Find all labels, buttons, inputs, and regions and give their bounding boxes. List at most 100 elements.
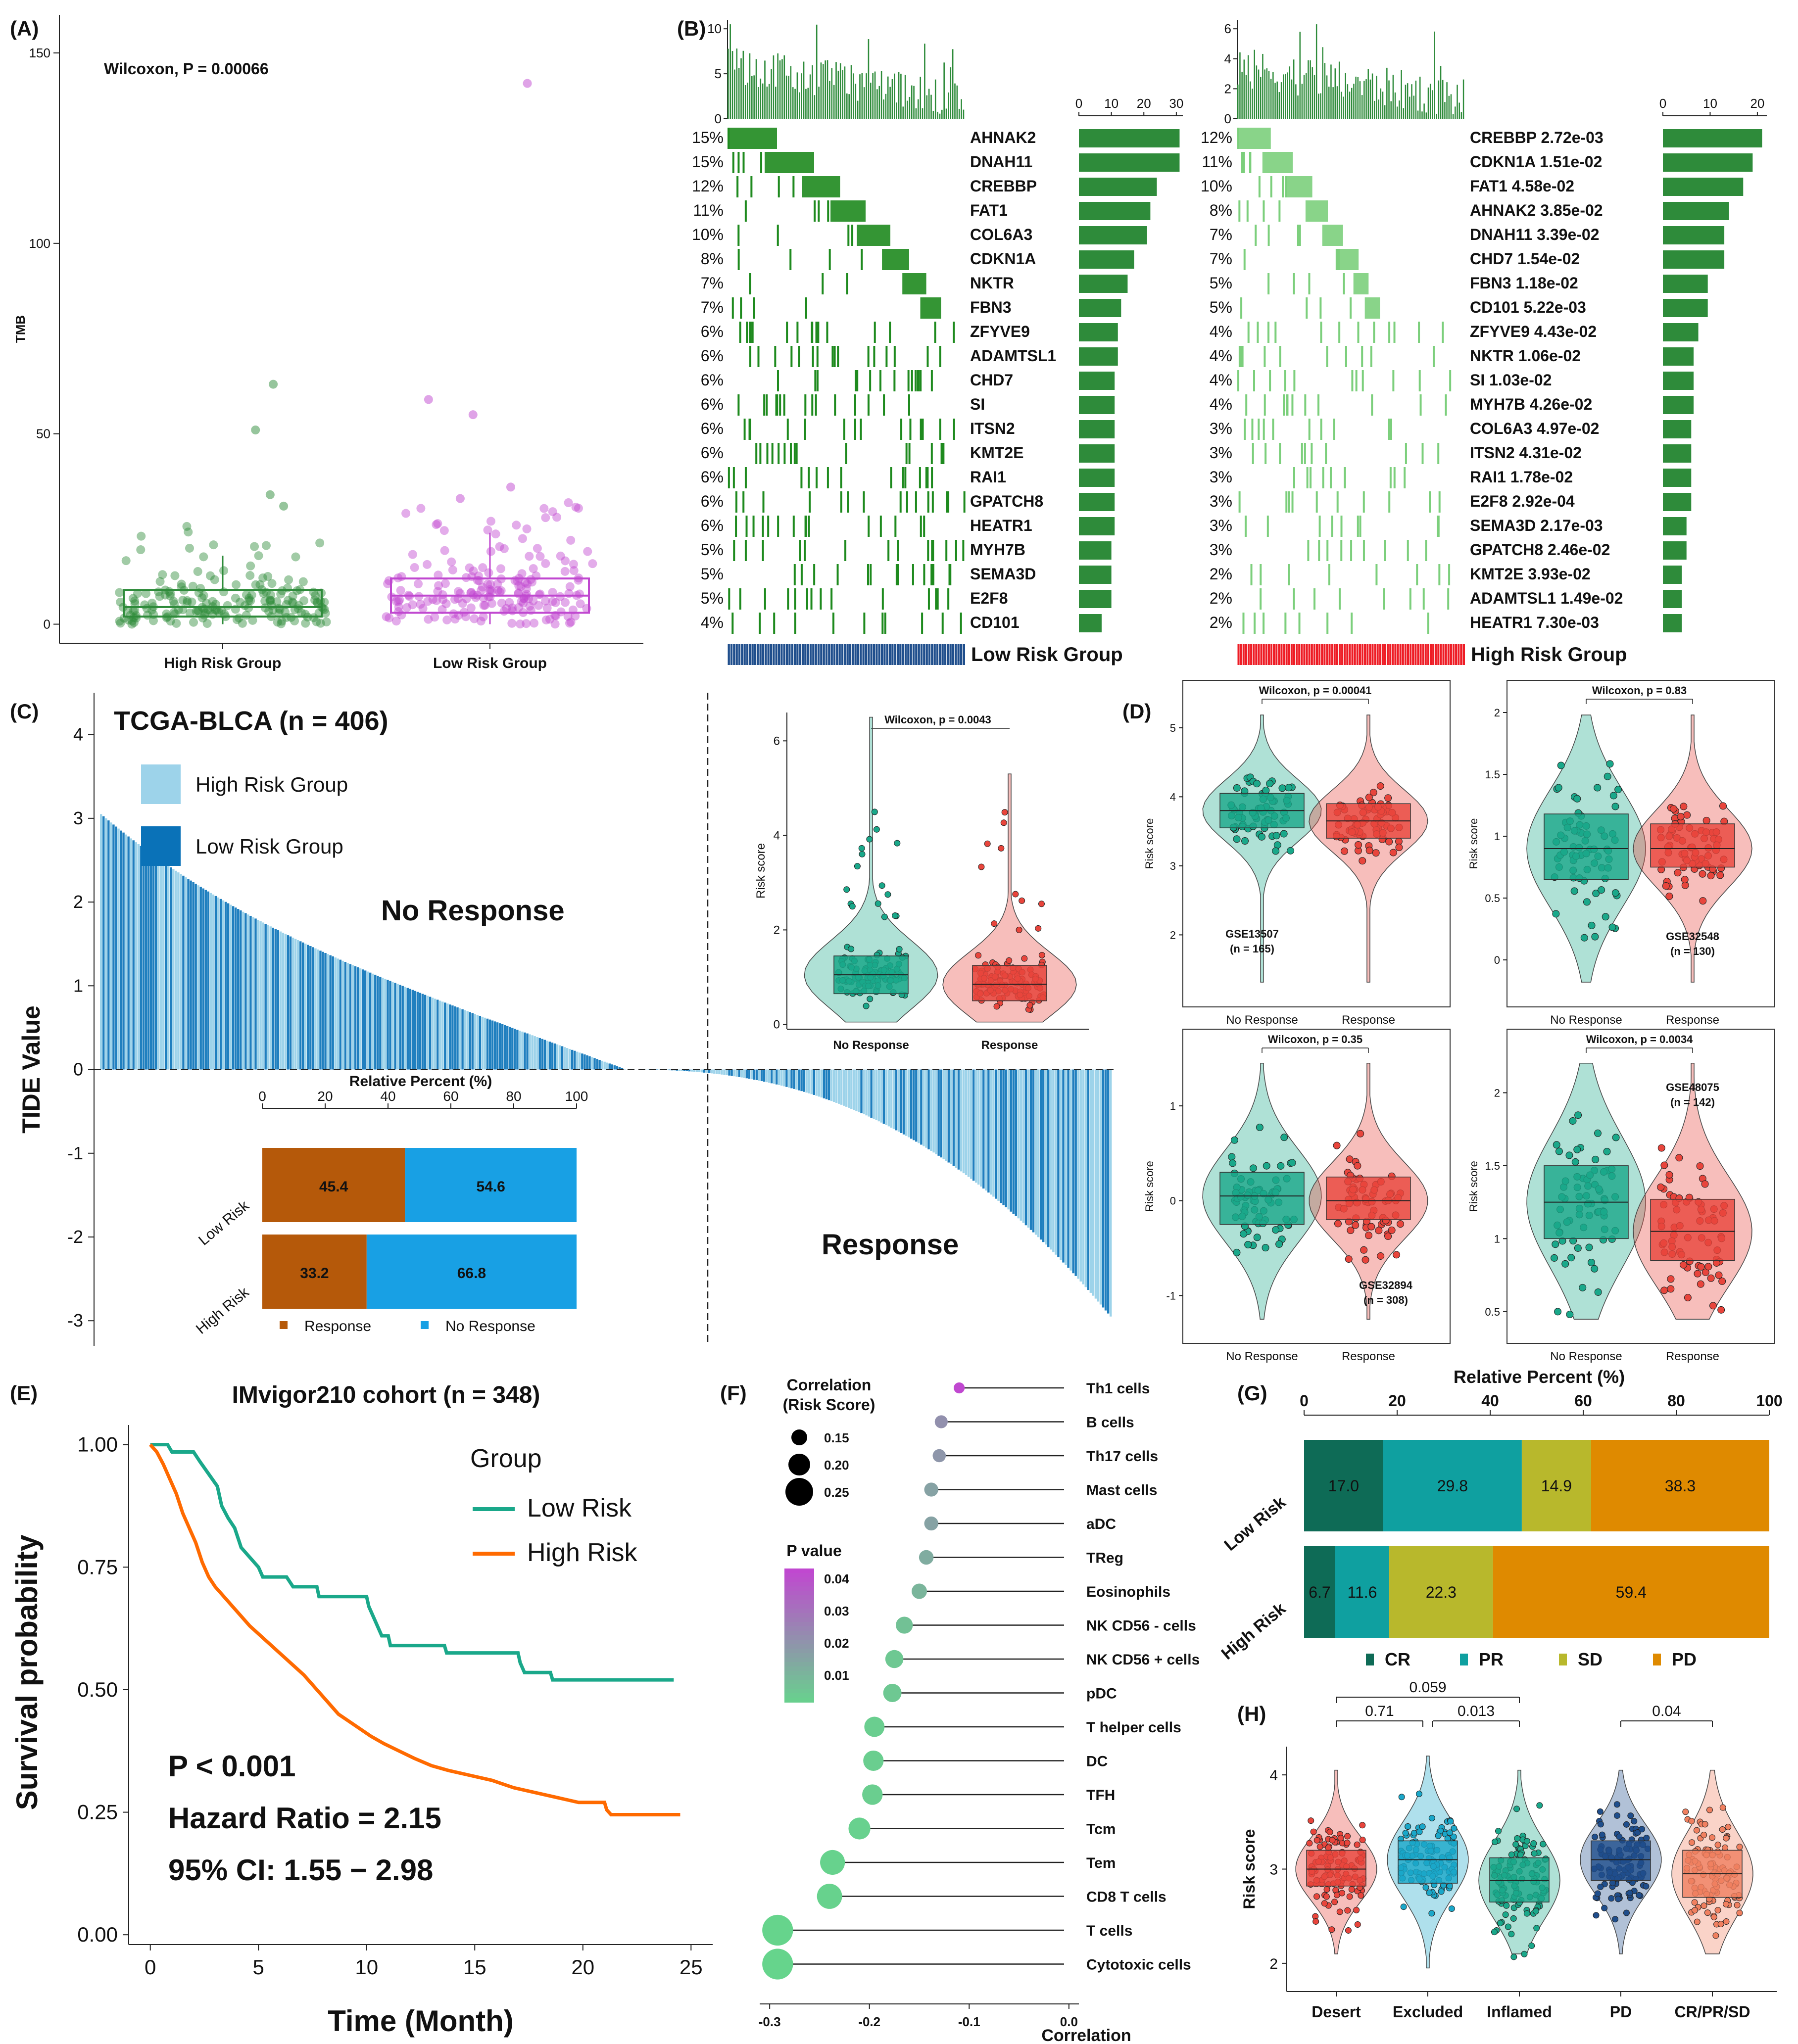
b-mutation-tick: [793, 564, 796, 585]
b-top-bar: [1247, 55, 1249, 119]
b-top-bar: [878, 86, 880, 119]
h-point: [1428, 1910, 1435, 1917]
b-mutation-tick: [946, 491, 948, 513]
a-point: [264, 607, 274, 616]
g-legend-label: CR: [1385, 1649, 1410, 1669]
c-tide-bar: [132, 840, 135, 1070]
d-y-label: Risk score: [1143, 818, 1156, 869]
a-point: [258, 573, 268, 582]
b-mutation-tick: [1285, 491, 1288, 513]
b-frequency-bar: [1079, 566, 1112, 584]
b-gene-label: COL6A3 4.97e-02: [1470, 420, 1599, 437]
b-mutation-tick: [879, 370, 881, 391]
c-tide-bar: [1107, 1069, 1110, 1314]
b-percent-label: 5%: [701, 541, 724, 559]
a-point: [385, 613, 394, 622]
b-mutation-tick: [1246, 200, 1249, 222]
b-mutation-tick: [833, 346, 836, 367]
c-tide-bar: [561, 1046, 564, 1070]
f-color-legend-gradient: [784, 1653, 814, 1658]
b-top-bar: [1308, 60, 1309, 119]
c-inset-point: [854, 863, 861, 870]
g-segment: [1493, 1546, 1769, 1638]
c-tide-bar: [563, 1047, 566, 1070]
b-top-bar: [1260, 77, 1262, 119]
b-mutation-tick: [1393, 322, 1396, 343]
c-tide-bar: [377, 976, 379, 1070]
b-top-bar: [738, 68, 740, 119]
c-tide-bar: [217, 897, 220, 1070]
b-mutation-tick: [1255, 225, 1257, 246]
c-tide-bar: [154, 856, 157, 1070]
d-cohort-n: (n = 130): [1670, 945, 1715, 957]
a-point: [265, 595, 275, 605]
c-legend-swatch-high: [141, 764, 181, 804]
c-tide-bar: [708, 1069, 711, 1073]
c-tide-bar: [289, 936, 292, 1070]
c-tide-bar: [454, 1006, 456, 1070]
g-value-label: 6.7: [1309, 1583, 1330, 1601]
a-point: [525, 602, 535, 611]
c-tide-bar: [137, 844, 140, 1070]
a-point: [484, 568, 493, 577]
b-bar-tick-label: 30: [1169, 96, 1183, 111]
a-point: [433, 587, 442, 596]
c-tide-bar: [927, 1069, 930, 1149]
h-point: [1348, 1886, 1355, 1893]
b-mutation-tick: [861, 249, 863, 270]
d-point: [1717, 1306, 1725, 1314]
f-lollipop-dot: [883, 1684, 902, 1702]
h-point: [1508, 1851, 1515, 1858]
b-frequency-bar: [1663, 347, 1694, 366]
b-mutation-tick: [1357, 322, 1360, 343]
h-point: [1691, 1899, 1698, 1906]
b-mutation-tick: [854, 419, 856, 440]
b-mutation-block: [1285, 176, 1312, 197]
h-point: [1451, 1825, 1458, 1832]
d-box: [1650, 823, 1735, 868]
b-top-bar: [799, 92, 800, 119]
a-point: [523, 579, 532, 589]
b-mutation-tick: [790, 346, 793, 367]
c-tide-bar: [865, 1069, 868, 1116]
a-point: [130, 606, 140, 615]
c-tide-bar: [416, 992, 419, 1070]
c-tide-bar: [588, 1056, 591, 1070]
b-mutation-tick: [1432, 346, 1435, 367]
f-lollipop-dot: [862, 1784, 883, 1805]
a-point: [527, 577, 536, 587]
a-point: [477, 586, 486, 595]
b-mutation-tick: [818, 200, 820, 222]
b-mutation-tick: [1266, 516, 1269, 537]
b-top-bar: [943, 62, 945, 119]
h-point: [1323, 1893, 1330, 1900]
b-mutation-tick: [1384, 540, 1386, 561]
c-tide-bar: [1005, 1069, 1007, 1207]
c-tide-bar: [763, 1069, 766, 1082]
a-point: [486, 585, 495, 594]
d-point: [1272, 832, 1280, 840]
b-mutation-tick: [922, 419, 924, 440]
h-point: [1528, 1942, 1535, 1949]
f-size-legend-label: 0.15: [824, 1430, 849, 1445]
d-point: [1579, 1283, 1587, 1291]
c-y-tick-label: 1: [73, 975, 83, 996]
a-point: [273, 618, 282, 627]
b-mutation-tick: [1335, 249, 1338, 270]
a-point: [533, 544, 542, 553]
a-point: [416, 600, 425, 609]
c-tide-bar: [907, 1069, 910, 1138]
c-tide-bar: [332, 956, 334, 1070]
b-top-bar: [896, 102, 897, 119]
a-point: [172, 618, 181, 628]
g-tick-label: 100: [1756, 1392, 1782, 1410]
d-point: [1574, 1111, 1582, 1119]
a-point: [535, 552, 545, 561]
c-tide-bar: [611, 1064, 614, 1070]
b-gene-label: MYH7B: [970, 541, 1025, 559]
c-tide-bar: [279, 931, 282, 1070]
g-category-label: Low Risk: [1220, 1493, 1289, 1555]
b-top-bar: [1328, 87, 1330, 119]
f-cell-label: T helper cells: [1086, 1719, 1181, 1736]
b-mutation-tick: [794, 588, 796, 610]
